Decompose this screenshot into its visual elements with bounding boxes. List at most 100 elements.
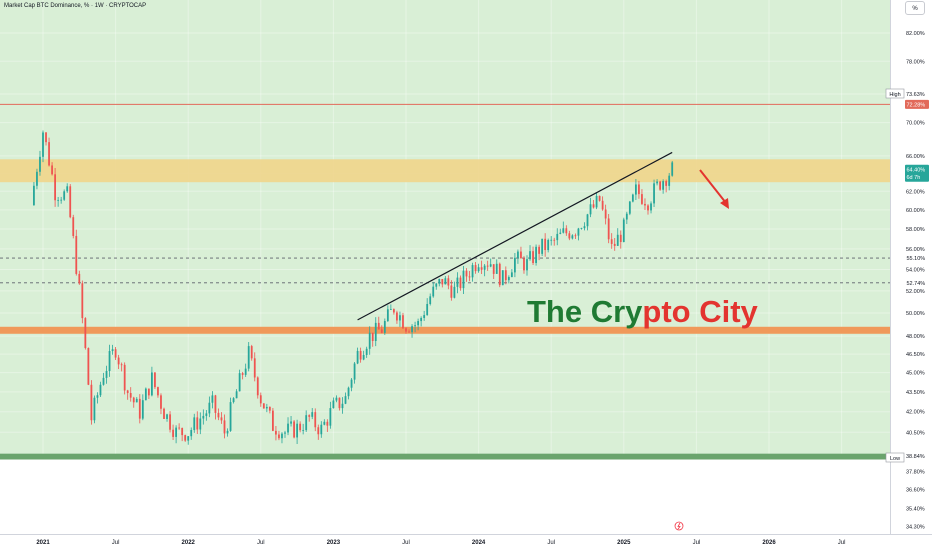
candle-body — [102, 377, 105, 385]
watermark-part-1: The Cry — [527, 294, 643, 329]
candle-body — [544, 238, 547, 251]
high-marker-box — [885, 88, 905, 99]
candle-body — [169, 414, 171, 430]
candle-body — [96, 395, 99, 398]
candle-body — [520, 251, 522, 259]
candle-body — [114, 349, 117, 358]
low-label: Low — [890, 456, 900, 462]
candle-body — [359, 350, 362, 360]
x-tick-label: Jul — [838, 540, 846, 546]
candle-body — [498, 263, 501, 286]
candle-body — [450, 285, 453, 298]
candle-body — [262, 403, 265, 409]
candle-body — [653, 183, 655, 204]
candle-body — [166, 414, 168, 419]
candle-body — [141, 400, 144, 419]
candle-body — [662, 181, 665, 190]
candle-body — [259, 395, 262, 404]
x-tick-label: Jul — [693, 540, 701, 546]
y-tick-label: 58.00% — [906, 227, 925, 233]
watermark-part-2: pto — [642, 294, 690, 329]
x-tick-label: Jul — [402, 540, 410, 546]
candle-body — [659, 181, 661, 190]
level-tag-box — [905, 253, 929, 263]
candle-body — [517, 251, 519, 258]
candle-body — [405, 328, 407, 332]
candle-body — [51, 165, 53, 175]
candle-body — [616, 234, 619, 246]
level-tag-box — [905, 278, 929, 288]
y-tick-label: 43.50% — [906, 390, 925, 396]
candle-body — [353, 363, 356, 380]
candle-body — [504, 270, 507, 281]
candle-body — [220, 417, 223, 421]
candle-body — [399, 315, 401, 321]
x-tick-label: 2024 — [472, 540, 486, 546]
candle-body — [278, 434, 280, 439]
y-tick-label: 70.00% — [906, 121, 925, 127]
candles — [33, 130, 674, 445]
y-tick-label: 50.00% — [906, 311, 925, 317]
candle-body — [571, 235, 574, 239]
candle-body — [408, 331, 410, 333]
candle-body — [290, 421, 292, 424]
candle-body — [471, 265, 474, 278]
scale-toggle-button[interactable]: % — [905, 1, 925, 15]
candle-body — [317, 427, 320, 435]
candle-body — [329, 408, 332, 426]
candle-body — [81, 283, 84, 319]
candle-body — [414, 325, 416, 327]
candle-body — [105, 370, 108, 378]
candle-body — [63, 191, 66, 200]
candle-body — [57, 199, 60, 201]
candle-body — [583, 226, 586, 229]
candle-body — [75, 235, 78, 274]
candle-body — [147, 388, 150, 396]
candle-body — [444, 278, 447, 285]
candle-body — [284, 432, 286, 434]
candle-body — [36, 171, 38, 186]
candle-body — [314, 412, 317, 428]
candle-body — [625, 213, 628, 220]
y-tick-label: 60.00% — [906, 208, 925, 214]
y-tick-label: 56.00% — [906, 247, 925, 253]
candle-body — [477, 267, 480, 272]
candle-body — [84, 318, 87, 349]
candle-body — [492, 264, 495, 274]
candle-body — [495, 263, 498, 274]
candle-body — [441, 278, 444, 285]
candle-body — [562, 228, 565, 233]
candle-body — [256, 377, 259, 396]
candle-body — [235, 391, 238, 399]
y-tick-label: 37.80% — [906, 469, 925, 475]
replay-icon[interactable] — [674, 521, 684, 531]
candle-body — [577, 228, 580, 236]
candle-body — [628, 201, 631, 214]
candle-body — [126, 390, 129, 394]
candle-body — [386, 309, 389, 322]
y-tick-label: 36.60% — [906, 488, 925, 494]
candle-body — [123, 364, 126, 391]
x-tick-label: Jul — [257, 540, 265, 546]
zone-bottom — [0, 453, 890, 460]
candle-body — [565, 228, 568, 234]
candle-body — [647, 205, 649, 211]
candle-body — [187, 436, 190, 441]
watermark: The Crypto City — [527, 294, 759, 329]
candle-body — [178, 427, 181, 429]
trendline-group — [357, 151, 673, 321]
candle-body — [638, 184, 640, 195]
candle-body — [383, 321, 386, 333]
candle-body — [459, 277, 462, 289]
candle-body — [644, 203, 646, 206]
candle-body — [371, 332, 374, 342]
candle-body — [157, 387, 159, 396]
candle-body — [538, 246, 540, 254]
candle-body — [87, 348, 90, 385]
candle-body — [635, 184, 637, 195]
y-tick-label: 45.00% — [906, 371, 925, 377]
x-tick-label: Jul — [547, 540, 555, 546]
candle-body — [529, 251, 531, 260]
x-axis[interactable]: 2021 Jul 2022 Jul 2023 Jul 2024 Jul 2025 Jul 2026 J… — [36, 540, 845, 546]
candle-body — [39, 156, 41, 172]
